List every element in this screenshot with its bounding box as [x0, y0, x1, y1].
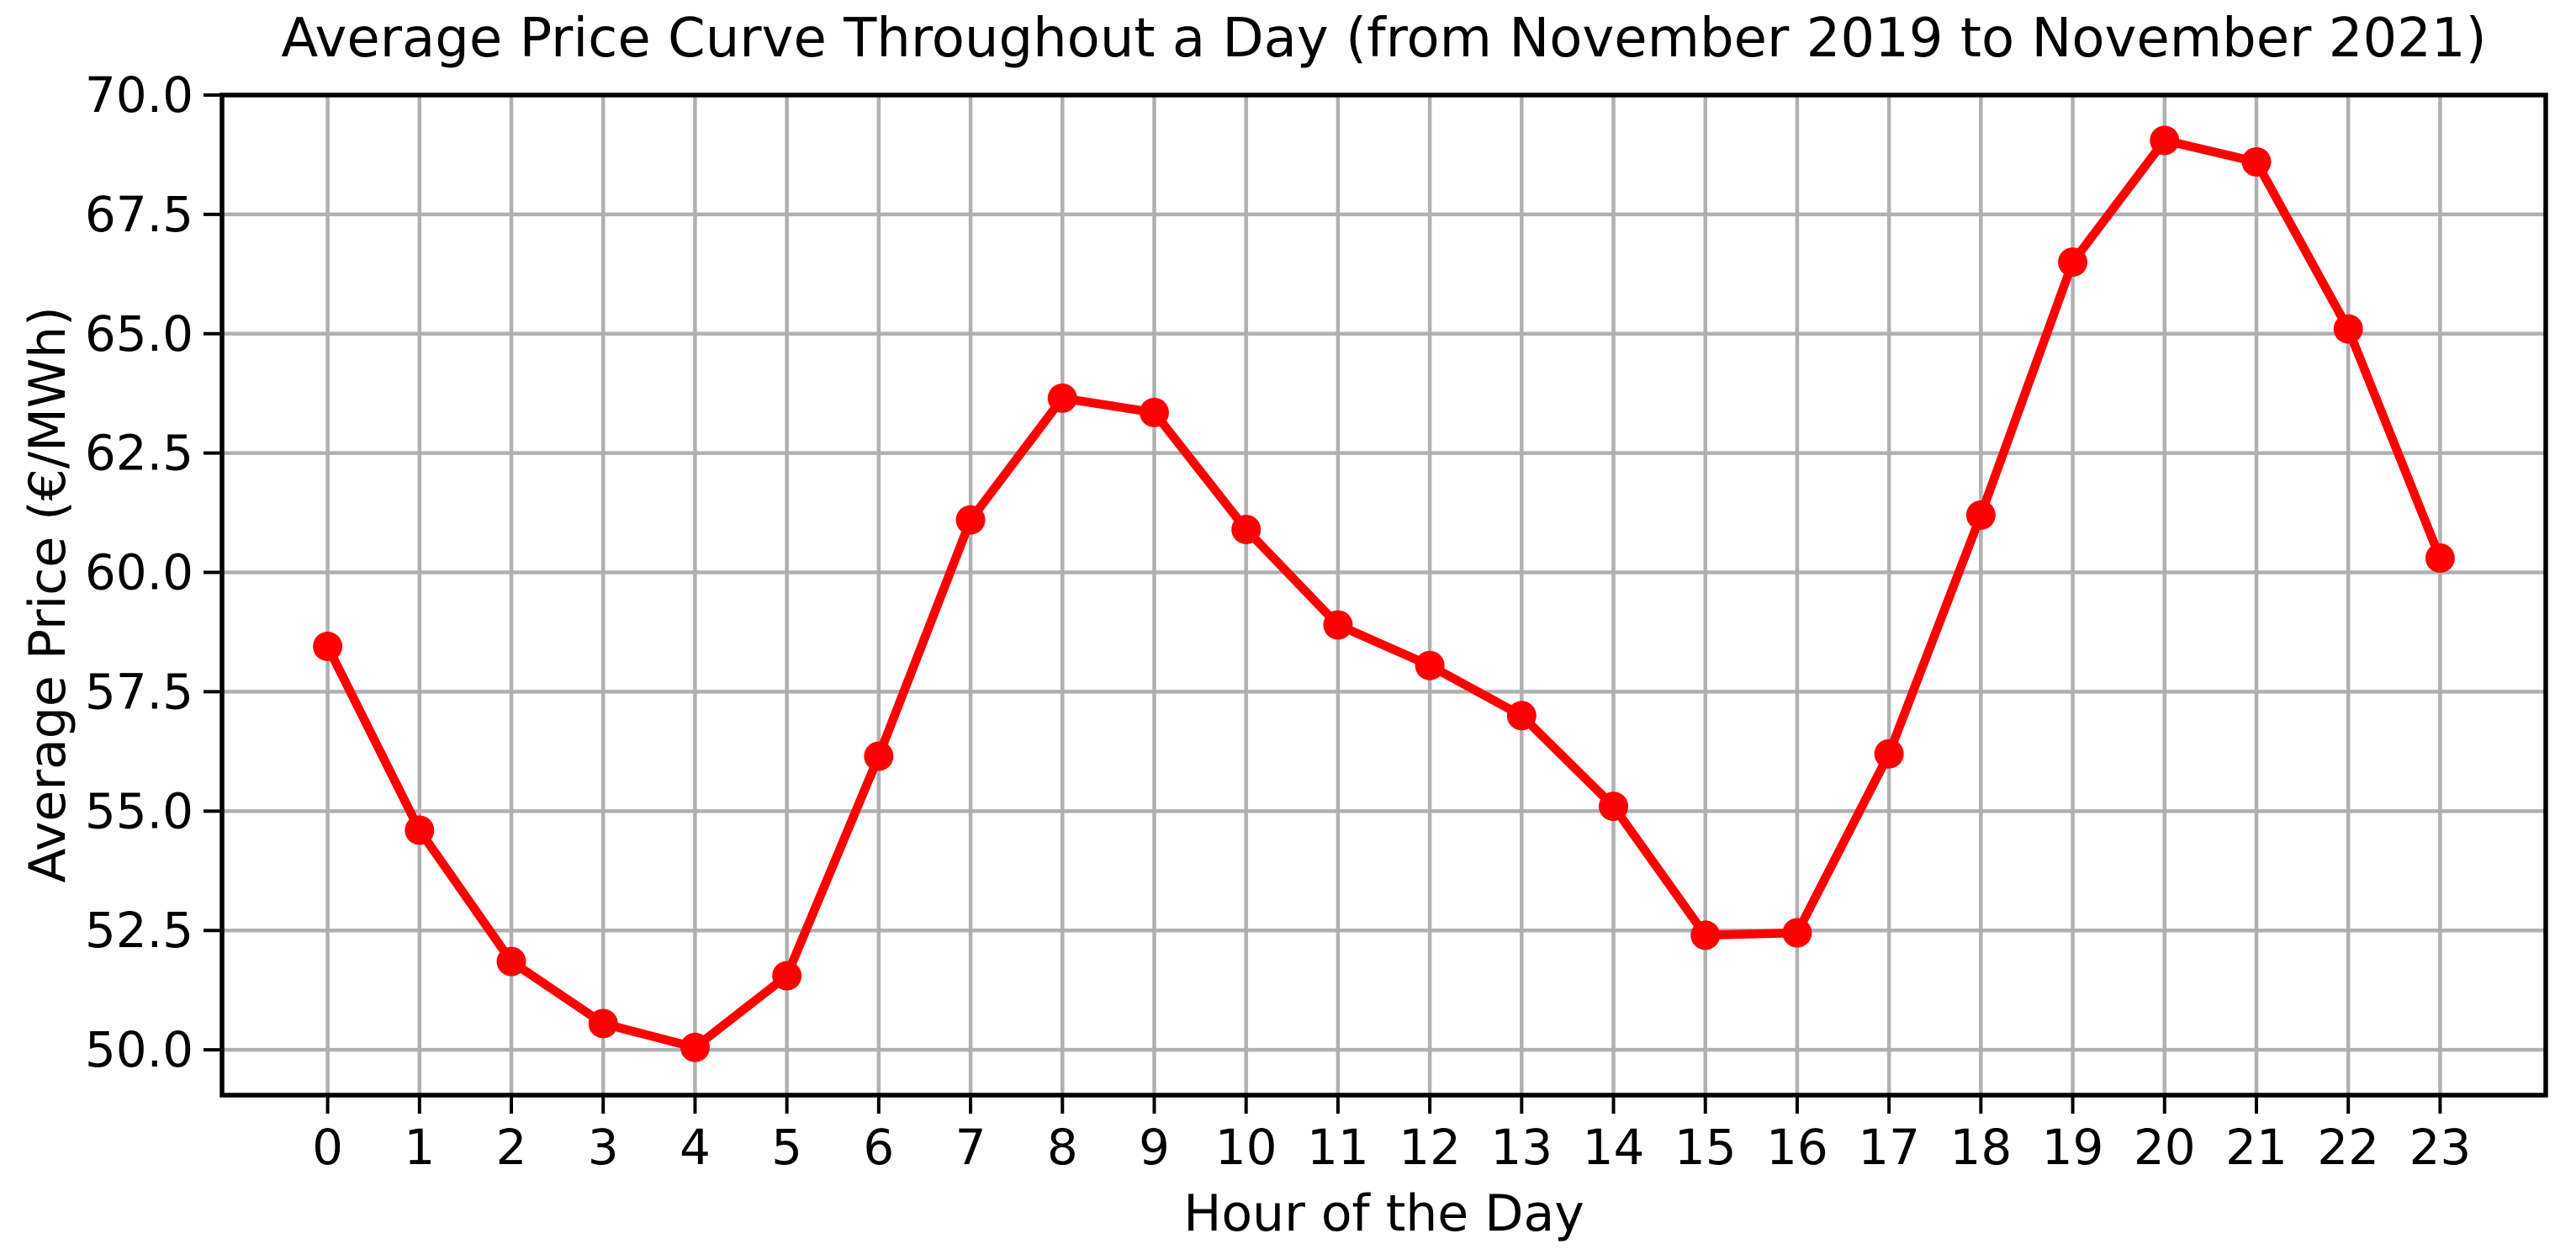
x-tick-label: 4	[680, 1119, 711, 1176]
x-tick-label: 17	[1858, 1119, 1920, 1176]
x-tick-label: 1	[404, 1119, 435, 1176]
x-tick-label: 22	[2317, 1119, 2379, 1176]
x-tick-label: 13	[1490, 1119, 1552, 1176]
data-point-hour-20	[2150, 125, 2180, 156]
x-tick-label: 5	[771, 1119, 802, 1176]
data-point-hour-13	[1506, 701, 1537, 731]
data-point-hour-18	[1965, 500, 1996, 530]
x-tick-label: 21	[2225, 1119, 2288, 1176]
x-tick-label: 12	[1399, 1119, 1461, 1176]
data-point-hour-8	[1047, 383, 1077, 413]
x-tick-label: 6	[863, 1119, 894, 1176]
x-tick-label: 0	[312, 1119, 343, 1176]
data-point-hour-1	[405, 815, 435, 845]
y-tick-label: 57.5	[85, 663, 193, 720]
price-curve-line	[323, 135, 2445, 1052]
y-tick-label: 60.0	[85, 544, 193, 601]
x-tick-label: 19	[2042, 1119, 2104, 1176]
data-point-hour-10	[1231, 514, 1262, 544]
x-tick-label: 3	[588, 1119, 619, 1176]
data-point-hour-12	[1415, 650, 1445, 680]
y-tick-label: 55.0	[85, 782, 193, 839]
x-tick-label: 14	[1583, 1119, 1645, 1176]
y-tick-label: 50.0	[85, 1021, 193, 1078]
x-tick-label: 8	[1047, 1119, 1078, 1176]
data-point-hour-22	[2333, 314, 2363, 344]
chart-title: Average Price Curve Throughout a Day (fr…	[281, 8, 2487, 70]
data-point-hour-11	[1323, 610, 1353, 640]
data-point-hour-9	[1139, 397, 1169, 427]
data-point-hour-21	[2241, 146, 2272, 177]
data-point-hour-4	[680, 1032, 710, 1062]
y-tick-label: 52.5	[85, 902, 193, 959]
x-tick-label: 15	[1674, 1119, 1737, 1176]
y-tick-label: 65.0	[85, 305, 193, 363]
x-axis-label: Hour of the Day	[1183, 1184, 1584, 1243]
y-tick-label: 62.5	[85, 425, 193, 482]
x-tick-label: 16	[1766, 1119, 1828, 1176]
x-tick-label: 11	[1307, 1119, 1369, 1176]
data-point-hour-6	[864, 741, 894, 771]
data-point-hour-14	[1599, 791, 1629, 822]
data-point-hour-3	[588, 1009, 618, 1039]
x-tick-label: 10	[1215, 1119, 1277, 1176]
data-point-hour-7	[955, 505, 986, 535]
data-point-hour-5	[772, 961, 802, 991]
x-tick-label: 18	[1949, 1119, 2012, 1176]
data-point-hour-17	[1874, 739, 1904, 769]
x-tick-label: 20	[2134, 1119, 2196, 1176]
x-tick-label: 23	[2409, 1119, 2472, 1176]
data-point-hour-23	[2425, 543, 2455, 574]
y-axis-label: Average Price (€/MWh)	[19, 306, 77, 883]
x-tick-label: 2	[496, 1119, 527, 1176]
data-point-hour-19	[2058, 247, 2088, 278]
data-point-hour-0	[313, 632, 343, 662]
x-tick-label: 9	[1139, 1119, 1170, 1176]
data-point-hour-2	[496, 946, 526, 977]
data-point-hour-15	[1690, 920, 1721, 950]
y-tick-label: 70.0	[85, 66, 193, 124]
data-point-hour-16	[1782, 918, 1812, 948]
y-tick-label: 67.5	[85, 186, 193, 243]
axes-spines	[220, 93, 2548, 1098]
x-tick-label: 7	[955, 1119, 986, 1176]
